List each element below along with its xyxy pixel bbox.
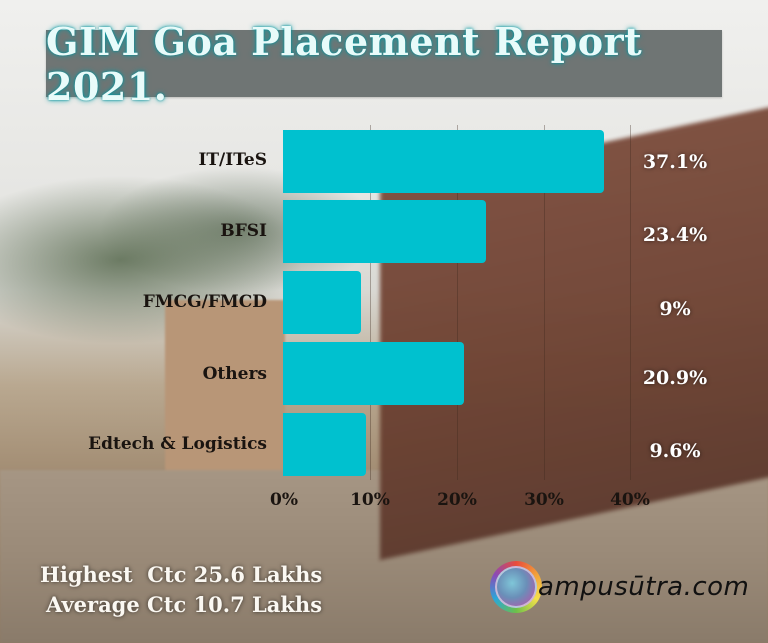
highest-ctc: Highest Ctc 25.6 Lakhs <box>40 562 323 587</box>
x-tick: 40% <box>610 490 650 510</box>
page-title: GIM Goa Placement Report 2021. <box>46 18 643 109</box>
category-label: IT/ITeS <box>198 150 267 170</box>
bar-it-ites <box>283 130 604 193</box>
value-label: 37.1% <box>642 151 708 173</box>
bar-others <box>283 342 464 405</box>
bar-edtech-logistics <box>283 413 366 476</box>
bar-bfsi <box>283 200 486 263</box>
value-label: 20.9% <box>642 367 708 389</box>
x-tick: 10% <box>350 490 390 510</box>
gridline-10 <box>370 125 371 480</box>
value-label: 23.4% <box>642 224 708 246</box>
value-label: 9.6% <box>649 440 701 462</box>
gridline-20 <box>457 125 458 480</box>
value-label: 9% <box>659 298 691 320</box>
gridline-40 <box>630 125 631 480</box>
x-tick: 0% <box>270 490 298 510</box>
x-tick: 30% <box>524 490 564 510</box>
background-pillar <box>165 300 285 480</box>
campusutra-circle-logo-icon <box>490 561 542 613</box>
logo-text: ampusūtra.com <box>538 572 750 602</box>
gridline-30 <box>544 125 545 480</box>
category-label: Others <box>202 364 267 384</box>
category-label: Edtech & Logistics <box>88 434 267 454</box>
category-label: BFSI <box>220 221 267 241</box>
ctc-stats: Highest Ctc 25.6 Lakhs Average Ctc 10.7 … <box>40 560 322 620</box>
average-ctc: Average Ctc 10.7 Lakhs <box>46 592 323 617</box>
title-banner: GIM Goa Placement Report 2021. <box>46 19 722 109</box>
category-label: FMCG/FMCD <box>142 292 267 312</box>
campusutra-logo: ampusūtra.com <box>490 555 749 619</box>
x-tick: 20% <box>437 490 477 510</box>
bar-fmcg-fmcd <box>283 271 361 334</box>
